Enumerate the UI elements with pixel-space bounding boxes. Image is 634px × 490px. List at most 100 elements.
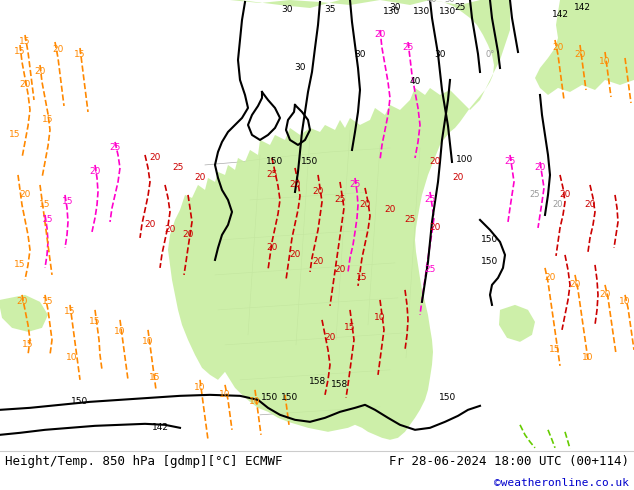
Text: 20: 20 — [534, 164, 546, 172]
Text: 20: 20 — [452, 173, 463, 182]
Text: 130: 130 — [384, 7, 401, 17]
Text: 20: 20 — [289, 180, 301, 190]
Text: 142: 142 — [152, 423, 169, 432]
Text: 20: 20 — [569, 280, 581, 290]
Text: 10: 10 — [582, 353, 594, 363]
Text: 15: 15 — [42, 116, 54, 124]
Text: 150: 150 — [266, 157, 283, 167]
Text: 10: 10 — [114, 327, 126, 336]
Text: 150: 150 — [281, 393, 299, 402]
Text: 10: 10 — [194, 383, 206, 392]
Text: 158: 158 — [309, 377, 327, 386]
Text: 20: 20 — [16, 297, 28, 306]
Text: 20: 20 — [183, 230, 194, 240]
Text: 25: 25 — [455, 3, 466, 13]
Text: 10: 10 — [619, 297, 631, 306]
Text: 20: 20 — [19, 191, 30, 199]
Text: 15: 15 — [356, 273, 368, 282]
Text: 10: 10 — [66, 353, 78, 363]
Text: 40: 40 — [410, 77, 421, 86]
Text: 20: 20 — [429, 157, 441, 167]
Text: 25: 25 — [403, 44, 414, 52]
Text: 20: 20 — [150, 153, 160, 163]
Text: 15: 15 — [149, 373, 161, 382]
Text: 20: 20 — [194, 173, 205, 182]
Text: 158: 158 — [332, 380, 349, 390]
Text: 30: 30 — [434, 50, 446, 59]
Polygon shape — [535, 0, 634, 95]
Text: 150: 150 — [481, 235, 498, 245]
Text: 15: 15 — [19, 37, 31, 47]
Text: 150: 150 — [261, 393, 278, 402]
Text: 15: 15 — [42, 297, 54, 306]
Text: 100: 100 — [456, 155, 474, 165]
Text: 25: 25 — [334, 196, 346, 204]
Text: 15: 15 — [22, 341, 34, 349]
Text: 20: 20 — [553, 200, 563, 209]
Text: 150: 150 — [72, 397, 89, 406]
Text: 20: 20 — [34, 68, 46, 76]
Text: 20: 20 — [266, 244, 278, 252]
Text: 10: 10 — [374, 314, 385, 322]
Text: 15: 15 — [10, 130, 21, 140]
Text: 10: 10 — [142, 337, 154, 346]
Text: 30: 30 — [354, 50, 366, 59]
Text: 30: 30 — [281, 5, 293, 15]
Text: 30: 30 — [444, 0, 455, 4]
Text: 142: 142 — [552, 10, 569, 20]
Text: 25: 25 — [404, 216, 416, 224]
Text: 20: 20 — [599, 291, 611, 299]
Text: 25: 25 — [504, 157, 515, 167]
Text: 150: 150 — [301, 157, 319, 167]
Text: 15: 15 — [39, 200, 51, 209]
Text: 25: 25 — [530, 191, 540, 199]
Text: 130: 130 — [413, 7, 430, 17]
Text: 25: 25 — [109, 144, 120, 152]
Text: 20: 20 — [164, 225, 176, 234]
Text: 142: 142 — [574, 3, 590, 13]
Text: 0°: 0° — [485, 50, 495, 59]
Text: 20: 20 — [384, 205, 396, 215]
Text: 15: 15 — [549, 345, 560, 354]
Text: 20: 20 — [559, 191, 571, 199]
Text: 25: 25 — [349, 180, 361, 190]
Polygon shape — [168, 0, 510, 440]
Text: 15: 15 — [74, 50, 86, 59]
Text: 40: 40 — [427, 0, 437, 4]
Text: 15: 15 — [64, 307, 75, 317]
Text: 20: 20 — [574, 50, 586, 59]
Text: 20: 20 — [429, 223, 441, 232]
Polygon shape — [499, 305, 535, 342]
Text: 20: 20 — [289, 250, 301, 259]
Polygon shape — [0, 295, 48, 332]
Text: 25: 25 — [424, 196, 436, 204]
Text: 35: 35 — [324, 5, 336, 15]
Text: 20: 20 — [89, 168, 101, 176]
Text: 25: 25 — [172, 164, 184, 172]
Text: 10: 10 — [219, 391, 231, 399]
Text: 150: 150 — [481, 257, 498, 267]
Text: 20: 20 — [359, 200, 371, 209]
Text: Height/Temp. 850 hPa [gdmp][°C] ECMWF: Height/Temp. 850 hPa [gdmp][°C] ECMWF — [5, 455, 283, 467]
Text: 20: 20 — [585, 200, 596, 209]
Text: 20: 20 — [313, 187, 324, 196]
Text: 10: 10 — [249, 397, 261, 406]
Text: 20: 20 — [313, 257, 324, 267]
Text: 15: 15 — [344, 323, 356, 332]
Text: 25: 25 — [266, 171, 278, 179]
Text: 150: 150 — [439, 393, 456, 402]
Text: 20: 20 — [145, 220, 156, 229]
Text: 20: 20 — [53, 46, 63, 54]
Text: 20: 20 — [545, 273, 555, 282]
Text: 10: 10 — [599, 57, 611, 67]
Text: 15: 15 — [14, 260, 26, 270]
Text: 20: 20 — [552, 44, 564, 52]
Text: 20: 20 — [334, 266, 346, 274]
Text: 15: 15 — [14, 48, 26, 56]
Text: 15: 15 — [89, 318, 101, 326]
Text: 25: 25 — [424, 266, 436, 274]
Text: 20: 20 — [19, 80, 30, 90]
Text: 20: 20 — [325, 333, 335, 343]
Text: 130: 130 — [439, 7, 456, 17]
Text: 15: 15 — [42, 216, 54, 224]
